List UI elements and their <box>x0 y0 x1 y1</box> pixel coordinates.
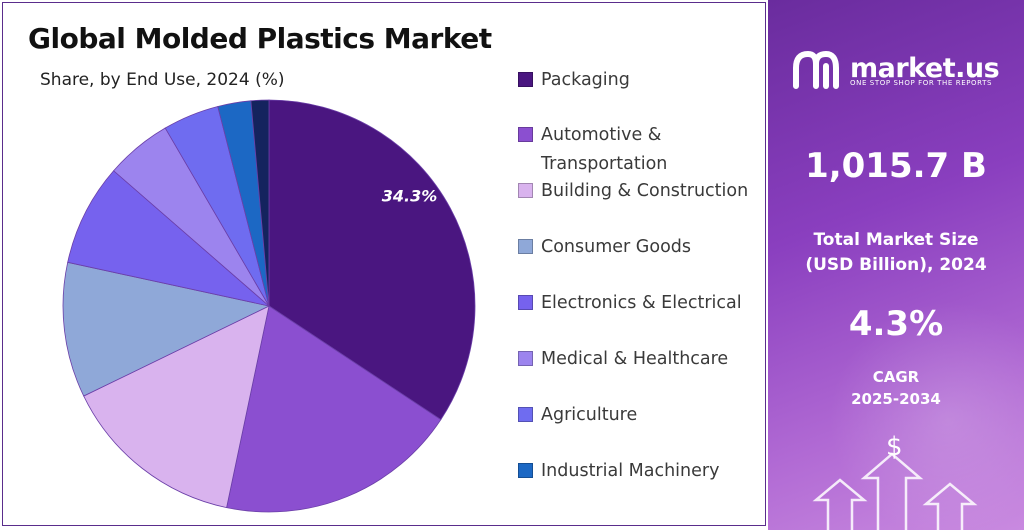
legend-label: Consumer Goods <box>541 237 691 257</box>
growth-arrows-icon <box>812 452 978 530</box>
legend-label: Medical & Healthcare <box>541 349 729 369</box>
market-size-label-line1: Total Market Size <box>813 230 979 250</box>
legend-label: Packaging <box>541 70 630 90</box>
market-size-value: 1,015.7 B <box>805 146 987 186</box>
market-size-label-line2: (USD Billion), 2024 <box>805 255 987 275</box>
legend-item-building: Building & Construction <box>518 177 766 206</box>
legend-swatch <box>518 295 533 310</box>
pie-chart: 34.3% <box>62 99 476 513</box>
legend-label: Automotive & Transportation <box>541 125 668 174</box>
pie-slice-other <box>250 99 270 307</box>
legend-item-electronics: Electronics & Electrical <box>518 289 766 318</box>
cagr-label-line1: CAGR <box>872 368 920 386</box>
brand-name: market.us <box>850 53 1000 84</box>
pie-slice-building-construction <box>83 305 270 509</box>
pie-slice-electronics-electrical <box>67 170 270 307</box>
legend-swatch <box>518 72 533 87</box>
cagr-label-line2: 2025-2034 <box>851 390 941 408</box>
market-size-label: Total Market Size (USD Billion), 2024 <box>768 228 1024 278</box>
brand-tagline: ONE STOP SHOP FOR THE REPORTS <box>850 79 993 87</box>
market-us-logo-icon <box>793 50 839 89</box>
pie-slice-consumer-goods <box>62 261 271 397</box>
legend-swatch <box>518 127 533 142</box>
legend-swatch <box>518 463 533 478</box>
legend-swatch <box>518 407 533 422</box>
cagr-value: 4.3% <box>848 304 944 344</box>
pie-slice-automotive-transportation <box>226 305 442 513</box>
legend-item-automotive: Automotive & Transportation <box>518 121 766 179</box>
legend-swatch <box>518 183 533 198</box>
legend-item-consumer-goods: Consumer Goods <box>518 233 766 262</box>
chart-title: Global Molded Plastics Market <box>28 22 492 55</box>
legend-label: Building & Construction <box>541 181 749 201</box>
legend-label: Electronics & Electrical <box>541 293 742 313</box>
decorative-glow <box>828 300 1024 530</box>
brand-logo: market.us <box>790 46 1000 92</box>
legend-swatch <box>518 239 533 254</box>
legend-swatch <box>518 351 533 366</box>
legend-item-agriculture: Agriculture <box>518 401 766 430</box>
legend-item-packaging: Packaging <box>518 66 766 95</box>
cagr-label: CAGR 2025-2034 <box>768 366 1024 410</box>
legend-item-medical: Medical & Healthcare <box>518 345 766 374</box>
legend-label: Agriculture <box>541 405 638 425</box>
legend-label: Industrial Machinery <box>541 461 720 481</box>
legend-item-industrial: Industrial Machinery <box>518 457 766 486</box>
stats-panel: market.us ONE STOP SHOP FOR THE REPORTS … <box>768 0 1024 530</box>
chart-subtitle: Share, by End Use, 2024 (%) <box>40 70 285 90</box>
pie-data-label: 34.3% <box>382 187 438 206</box>
